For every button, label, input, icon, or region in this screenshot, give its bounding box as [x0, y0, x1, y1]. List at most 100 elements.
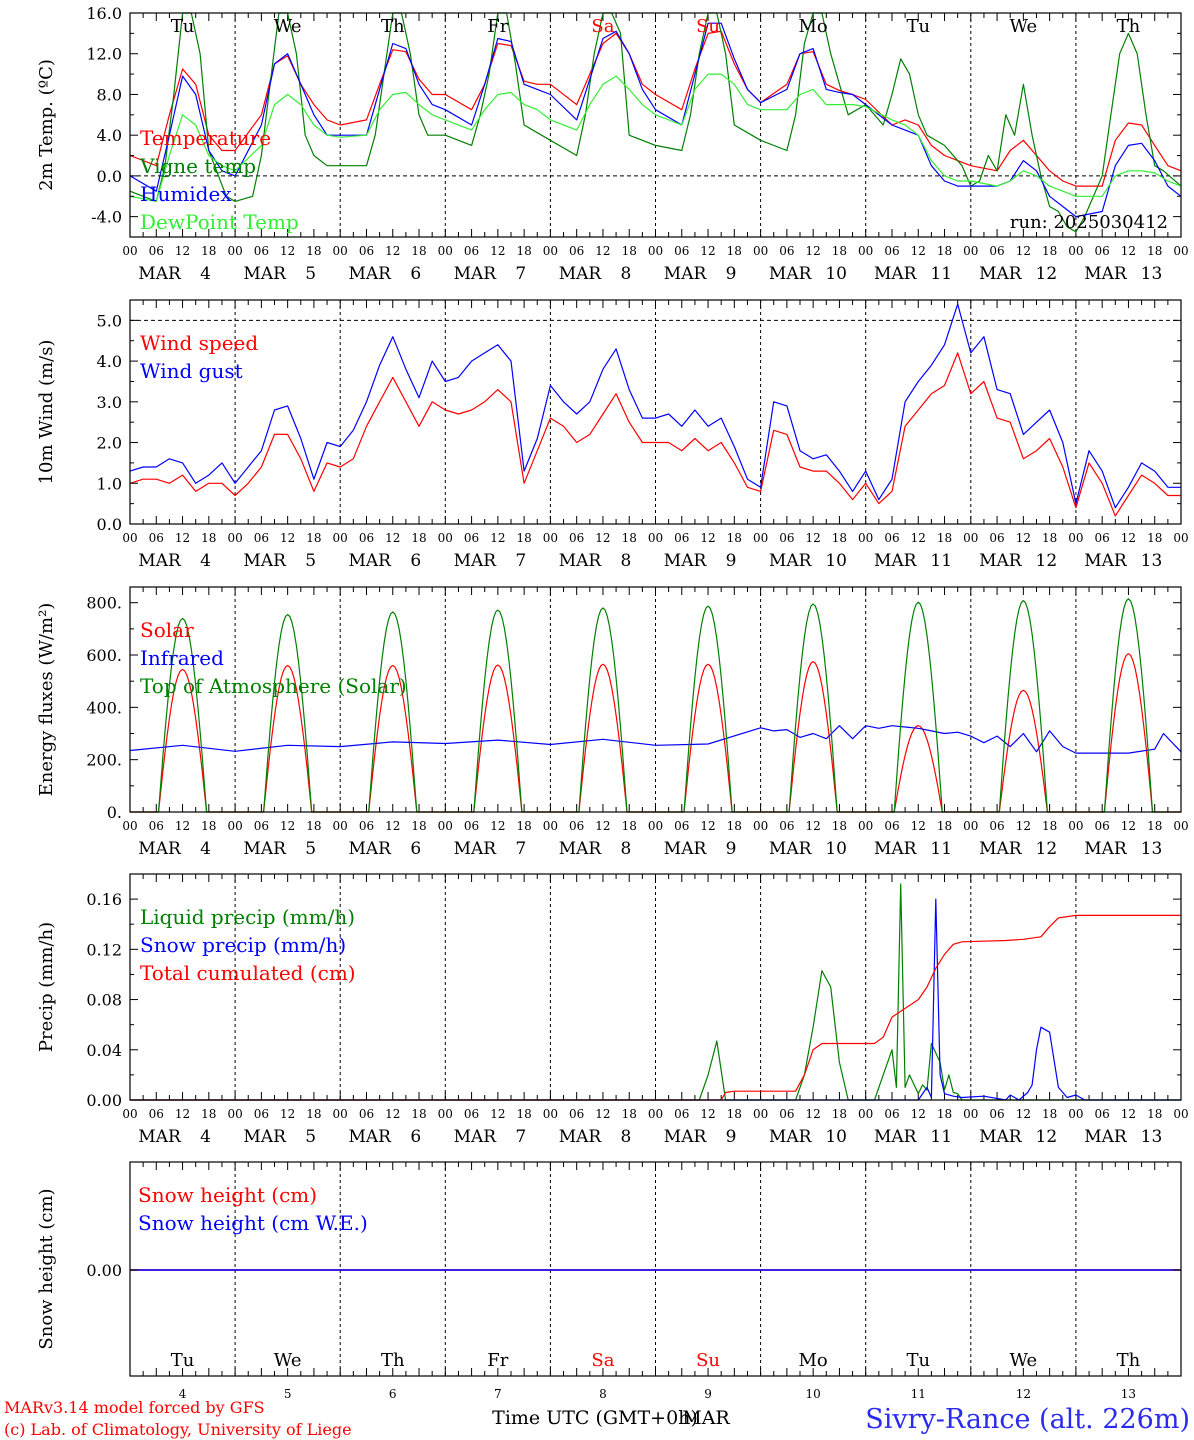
date-label-month: MAR: [243, 551, 287, 571]
hour-tick-label: 06: [989, 1107, 1004, 1121]
y-axis-panel-1: [130, 12, 1181, 218]
legend-entry: Humidex: [140, 182, 232, 206]
plot-frame-3: [129, 586, 1182, 813]
hour-tick-label: 00: [963, 244, 978, 258]
hour-tick-label: 12: [806, 531, 821, 545]
hour-tick-label: 12: [490, 531, 505, 545]
legend-entry: Wind speed: [140, 331, 258, 355]
y-tick-label: 16.0: [86, 4, 122, 23]
hour-tick-label: 06: [779, 531, 794, 545]
hour-tick-label: 06: [884, 819, 899, 833]
hour-tick-label: 06: [989, 244, 1004, 258]
hour-tick-label: 06: [254, 244, 269, 258]
date-label-day: 6: [410, 1127, 421, 1147]
hour-tick-label: 18: [727, 531, 742, 545]
hour-tick-label: 18: [937, 531, 952, 545]
hour-tick-label: 00: [1068, 531, 1083, 545]
y-tick-label: 5.0: [97, 311, 122, 330]
hour-tick-label: 12: [1121, 1107, 1136, 1121]
hour-tick-label: 00: [1068, 1107, 1083, 1121]
date-label-month: MAR: [979, 839, 1023, 859]
date-number: 4: [179, 1387, 187, 1401]
hour-tick-label: 18: [727, 819, 742, 833]
hour-tick-label: 00: [122, 244, 137, 258]
date-label-day: 12: [1036, 551, 1058, 571]
hour-tick-label: 12: [700, 819, 715, 833]
hour-tick-label: 12: [1121, 531, 1136, 545]
date-label-month: MAR: [874, 551, 918, 571]
hour-tick-label: 00: [122, 531, 137, 545]
run-label: run: 2025030412: [1010, 212, 1168, 233]
hour-tick-label: 12: [1016, 1107, 1031, 1121]
legend-entry: Top of Atmosphere (Solar): [140, 674, 407, 698]
date-label-month: MAR: [874, 264, 918, 284]
day-name-bottom: Fr: [487, 1350, 508, 1371]
hour-tick-label: 18: [727, 244, 742, 258]
site-title: Sivry-Rance (alt. 226m): [865, 1404, 1190, 1435]
y-tick-label: 8.0: [97, 85, 122, 104]
hour-tick-label: 06: [464, 1107, 479, 1121]
day-name-top: Th: [381, 16, 405, 37]
date-number: 11: [911, 1387, 926, 1401]
date-label-month: MAR: [454, 551, 498, 571]
hour-tick-label: 06: [779, 1107, 794, 1121]
hour-tick-label: 00: [543, 244, 558, 258]
hour-tick-label: 18: [516, 244, 531, 258]
hour-tick-label: 18: [306, 819, 321, 833]
date-label-month: MAR: [769, 264, 813, 284]
series-vigne-temp: [129, 12, 1182, 233]
hour-tick-label: 00: [963, 819, 978, 833]
date-label-month: MAR: [454, 264, 498, 284]
hour-tick-label: 00: [543, 819, 558, 833]
date-label-month: MAR: [349, 264, 393, 284]
date-label-month: MAR: [1084, 839, 1128, 859]
date-label-day: 4: [200, 839, 211, 859]
hour-tick-label: 12: [1016, 531, 1031, 545]
hour-tick-label: 18: [201, 1107, 216, 1121]
hour-tick-label: 00: [333, 819, 348, 833]
date-label-month: MAR: [349, 839, 393, 859]
date-label-month: MAR: [559, 264, 603, 284]
hour-tick-label: 00: [963, 531, 978, 545]
series-temperature: [129, 30, 1182, 187]
date-label-day: 5: [305, 1127, 316, 1147]
date-label-month: MAR: [874, 1127, 918, 1147]
day-name-bottom: Tu: [906, 1350, 930, 1371]
date-label-month: MAR: [979, 1127, 1023, 1147]
legend-entry: Wind gust: [140, 359, 243, 383]
hour-tick-label: 12: [280, 244, 295, 258]
hour-tick-label: 18: [201, 819, 216, 833]
hour-tick-label: 18: [306, 244, 321, 258]
hour-tick-label: 06: [359, 1107, 374, 1121]
hour-tick-label: 06: [569, 531, 584, 545]
date-label-month: MAR: [243, 1127, 287, 1147]
y-tick-label: 2.0: [97, 434, 122, 453]
hour-tick-label: 12: [595, 531, 610, 545]
hour-tick-label: 06: [149, 819, 164, 833]
hour-tick-label: 12: [490, 1107, 505, 1121]
hour-tick-label: 06: [254, 531, 269, 545]
hour-tick-label: 18: [411, 1107, 426, 1121]
legend-entry: Solar: [140, 618, 194, 642]
day-name-bottom: Mo: [799, 1350, 828, 1371]
date-label-day: 9: [726, 839, 737, 859]
date-label-month: MAR: [1084, 264, 1128, 284]
date-label-month: MAR: [769, 1127, 813, 1147]
hour-tick-label: 18: [1042, 819, 1057, 833]
date-label-day: 11: [930, 839, 952, 859]
date-label-day: 13: [1141, 551, 1163, 571]
date-label-day: 4: [200, 264, 211, 284]
hour-tick-label: 12: [490, 244, 505, 258]
date-label-month: MAR: [138, 264, 182, 284]
hour-tick-label: 12: [385, 819, 400, 833]
day-name-top: Tu: [171, 16, 195, 37]
hour-tick-label: 06: [254, 1107, 269, 1121]
hour-tick-label: 06: [989, 819, 1004, 833]
date-number: 13: [1121, 1387, 1136, 1401]
hour-tick-label: 18: [411, 244, 426, 258]
date-number: 8: [599, 1387, 607, 1401]
y-tick-label: 200.: [86, 751, 122, 770]
hour-tick-label: 18: [937, 1107, 952, 1121]
x-axis-panel-3: [129, 587, 1182, 812]
hour-tick-label: 00: [753, 531, 768, 545]
